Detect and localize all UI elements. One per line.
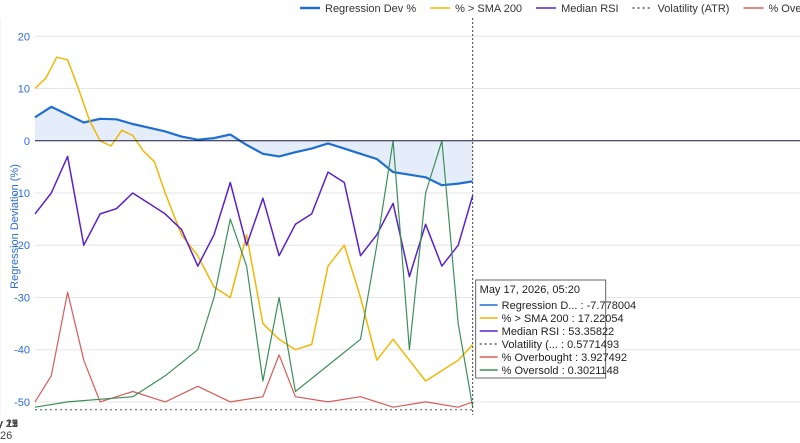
y-tick-label: -40 [14, 345, 30, 357]
legend-item[interactable]: % > SMA 200 [430, 3, 522, 15]
y-tick-label: -10 [14, 188, 30, 200]
series-layer [34, 56, 474, 411]
y-tick-label: 20 [18, 31, 30, 43]
series-line-sma-200[interactable] [34, 56, 474, 382]
legend-item[interactable]: Median RSI [536, 3, 619, 15]
y-tick-label: -20 [14, 240, 30, 252]
x-tick-label: May 19 [0, 418, 18, 430]
y-tick-label: 10 [18, 84, 30, 96]
tooltip-row: Regression D... : -7.778004 [502, 300, 637, 312]
series-line-oversold[interactable] [34, 140, 474, 408]
grid [0, 18, 800, 415]
tooltip-row: % Oversold : 0.3021148 [502, 365, 619, 377]
tooltip-row: Volatility (... : 0.5771493 [502, 339, 619, 351]
tooltip-title: May 17, 2026, 05:20 [480, 284, 580, 296]
fill-layer [35, 106, 473, 186]
legend-label: Regression Dev % [325, 3, 416, 15]
tooltip-row: % > SMA 200 : 17.22054 [502, 313, 624, 325]
tooltip-row: Median RSI : 53.35822 [502, 326, 615, 338]
legend-item[interactable]: Volatility (ATR) [632, 3, 730, 15]
y-tick-label: -30 [14, 292, 30, 304]
tooltip: May 17, 2026, 05:20 Regression D... : -7.… [475, 279, 637, 379]
tooltip-row: % Overbought : 3.927492 [502, 352, 627, 364]
x-tick-label: May 11 [0, 418, 18, 430]
y-tick-label: -50 [14, 397, 30, 409]
x-ticks: May 112026May 13May 15May 17May 19May 21 [0, 418, 18, 442]
legend-label: % > SMA 200 [455, 3, 522, 15]
series-fill-regression-dev [35, 106, 473, 186]
x-tick-label: May 15 [0, 418, 18, 430]
legend-label: Volatility (ATR) [658, 3, 730, 15]
y-ticks: 20 10 0 -10 -20 -30 -40 -50 [14, 31, 30, 409]
series-line-regression-dev[interactable] [34, 105, 473, 187]
legend-item[interactable]: Regression Dev % [300, 3, 416, 15]
y-tick-label: 0 [24, 136, 30, 148]
x-tick-sublabel: 2026 [0, 430, 12, 442]
x-tick-label: May 21 [0, 418, 18, 430]
tooltip-box [475, 279, 607, 379]
legend-label: % Overbought [768, 3, 800, 15]
x-tick-label: May 13 [0, 418, 18, 430]
legend-label: Median RSI [561, 3, 618, 15]
series-line-overbought[interactable] [34, 291, 473, 408]
y-axis-title: Regression Deviation (%) [9, 164, 21, 289]
x-tick-label: May 17 [0, 418, 18, 430]
legend-item[interactable]: % Overbought [743, 3, 800, 15]
legend[interactable]: Regression Dev % % > SMA 200 Median RSI Vol… [300, 3, 800, 15]
